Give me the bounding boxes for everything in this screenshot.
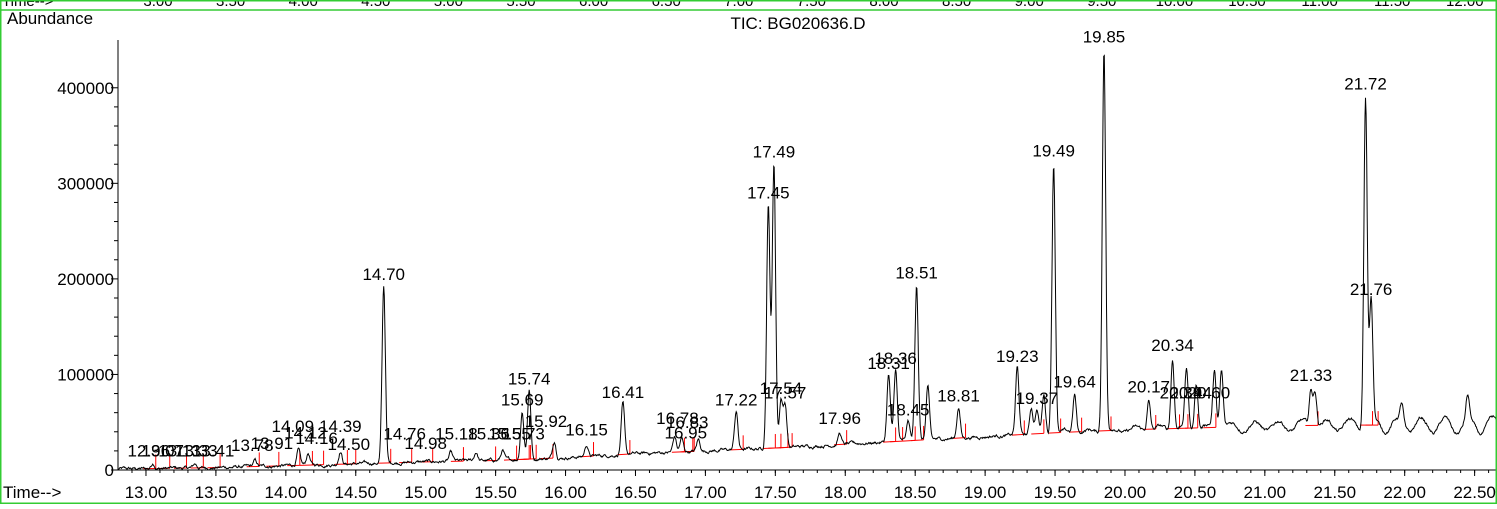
peak-label: 18.81	[937, 386, 980, 405]
peak-label: 14.70	[362, 265, 405, 284]
x-tick-label: 22.00	[1383, 483, 1426, 502]
x-axis-label: Time-->	[3, 483, 61, 502]
x-tick-label: 19.50	[1034, 483, 1077, 502]
minor-peak-label: 16.15	[565, 421, 608, 440]
peak-label: 17.49	[753, 142, 796, 161]
integration-baseline-segment	[890, 441, 903, 442]
peak-label: 19.37	[1016, 389, 1059, 408]
x-tick-label: 16.50	[614, 483, 657, 502]
x-tick-label: 21.50	[1313, 483, 1356, 502]
peak-label: 17.57	[764, 383, 807, 402]
y-tick-label: 200000	[57, 270, 114, 289]
integration-baseline-segment	[1031, 433, 1044, 434]
integration-baseline-segment	[731, 449, 744, 450]
peak-label: 20.34	[1151, 336, 1194, 355]
peak-label: 15.69	[501, 391, 544, 410]
integration-baseline-segment	[1048, 433, 1061, 434]
y-tick-label: 0	[105, 461, 114, 480]
minor-peak-label: 15.92	[525, 412, 568, 431]
x-tick-label: 22.50	[1453, 483, 1496, 502]
x-tick-label: 17.50	[754, 483, 797, 502]
peak-label: 17.45	[747, 184, 790, 203]
peak-label: 21.76	[1350, 280, 1393, 299]
peak-label: 21.33	[1290, 366, 1333, 385]
peak-label: 19.64	[1053, 373, 1096, 392]
integration-baseline-segment	[518, 459, 531, 460]
x-tick-label: 14.50	[334, 483, 377, 502]
minor-peak-label: 14.50	[327, 435, 370, 454]
peak-label: 17.22	[715, 390, 758, 409]
minor-peak-label: 14.39	[319, 417, 362, 436]
x-tick-label: 14.00	[265, 483, 308, 502]
peak-label: 15.74	[508, 369, 551, 388]
peak-label: 21.72	[1344, 74, 1387, 93]
minor-peak-label: 16.95	[665, 423, 708, 442]
peak-label: 18.36	[874, 349, 917, 368]
minor-peak-label: 17.96	[818, 409, 861, 428]
x-tick-label: 18.00	[824, 483, 867, 502]
minor-peak-label: 13.41	[192, 442, 235, 461]
chart-title: TIC: BG020636.D	[730, 14, 865, 33]
peak-label: 18.45	[887, 401, 930, 420]
x-tick-label: 21.00	[1244, 483, 1287, 502]
peak-label: 19.49	[1032, 141, 1075, 160]
peak-label: 19.23	[996, 347, 1039, 366]
x-tick-label: 13.00	[125, 483, 168, 502]
peak-label: 16.41	[602, 383, 645, 402]
x-tick-label: 15.00	[404, 483, 447, 502]
y-tick-label: 100000	[57, 365, 114, 384]
x-tick-label: 20.50	[1174, 483, 1217, 502]
x-tick-label: 15.50	[474, 483, 517, 502]
x-tick-label: 17.00	[684, 483, 727, 502]
x-tick-label: 16.00	[544, 483, 587, 502]
y-tick-label: 400000	[57, 79, 114, 98]
y-axis-label: Abundance	[7, 9, 93, 28]
integration-baseline-segment	[1012, 434, 1025, 435]
x-tick-label: 13.50	[195, 483, 238, 502]
y-tick-label: 300000	[57, 174, 114, 193]
x-tick-label: 18.50	[894, 483, 937, 502]
peak-label: 18.51	[895, 264, 938, 283]
x-tick-label: 20.00	[1104, 483, 1147, 502]
minor-peak-label: 20.60	[1188, 383, 1231, 402]
peak-label: 19.85	[1083, 28, 1126, 47]
x-tick-label: 19.00	[964, 483, 1007, 502]
integration-baseline-segment	[1098, 430, 1111, 431]
integration-baseline-segment	[911, 440, 924, 441]
